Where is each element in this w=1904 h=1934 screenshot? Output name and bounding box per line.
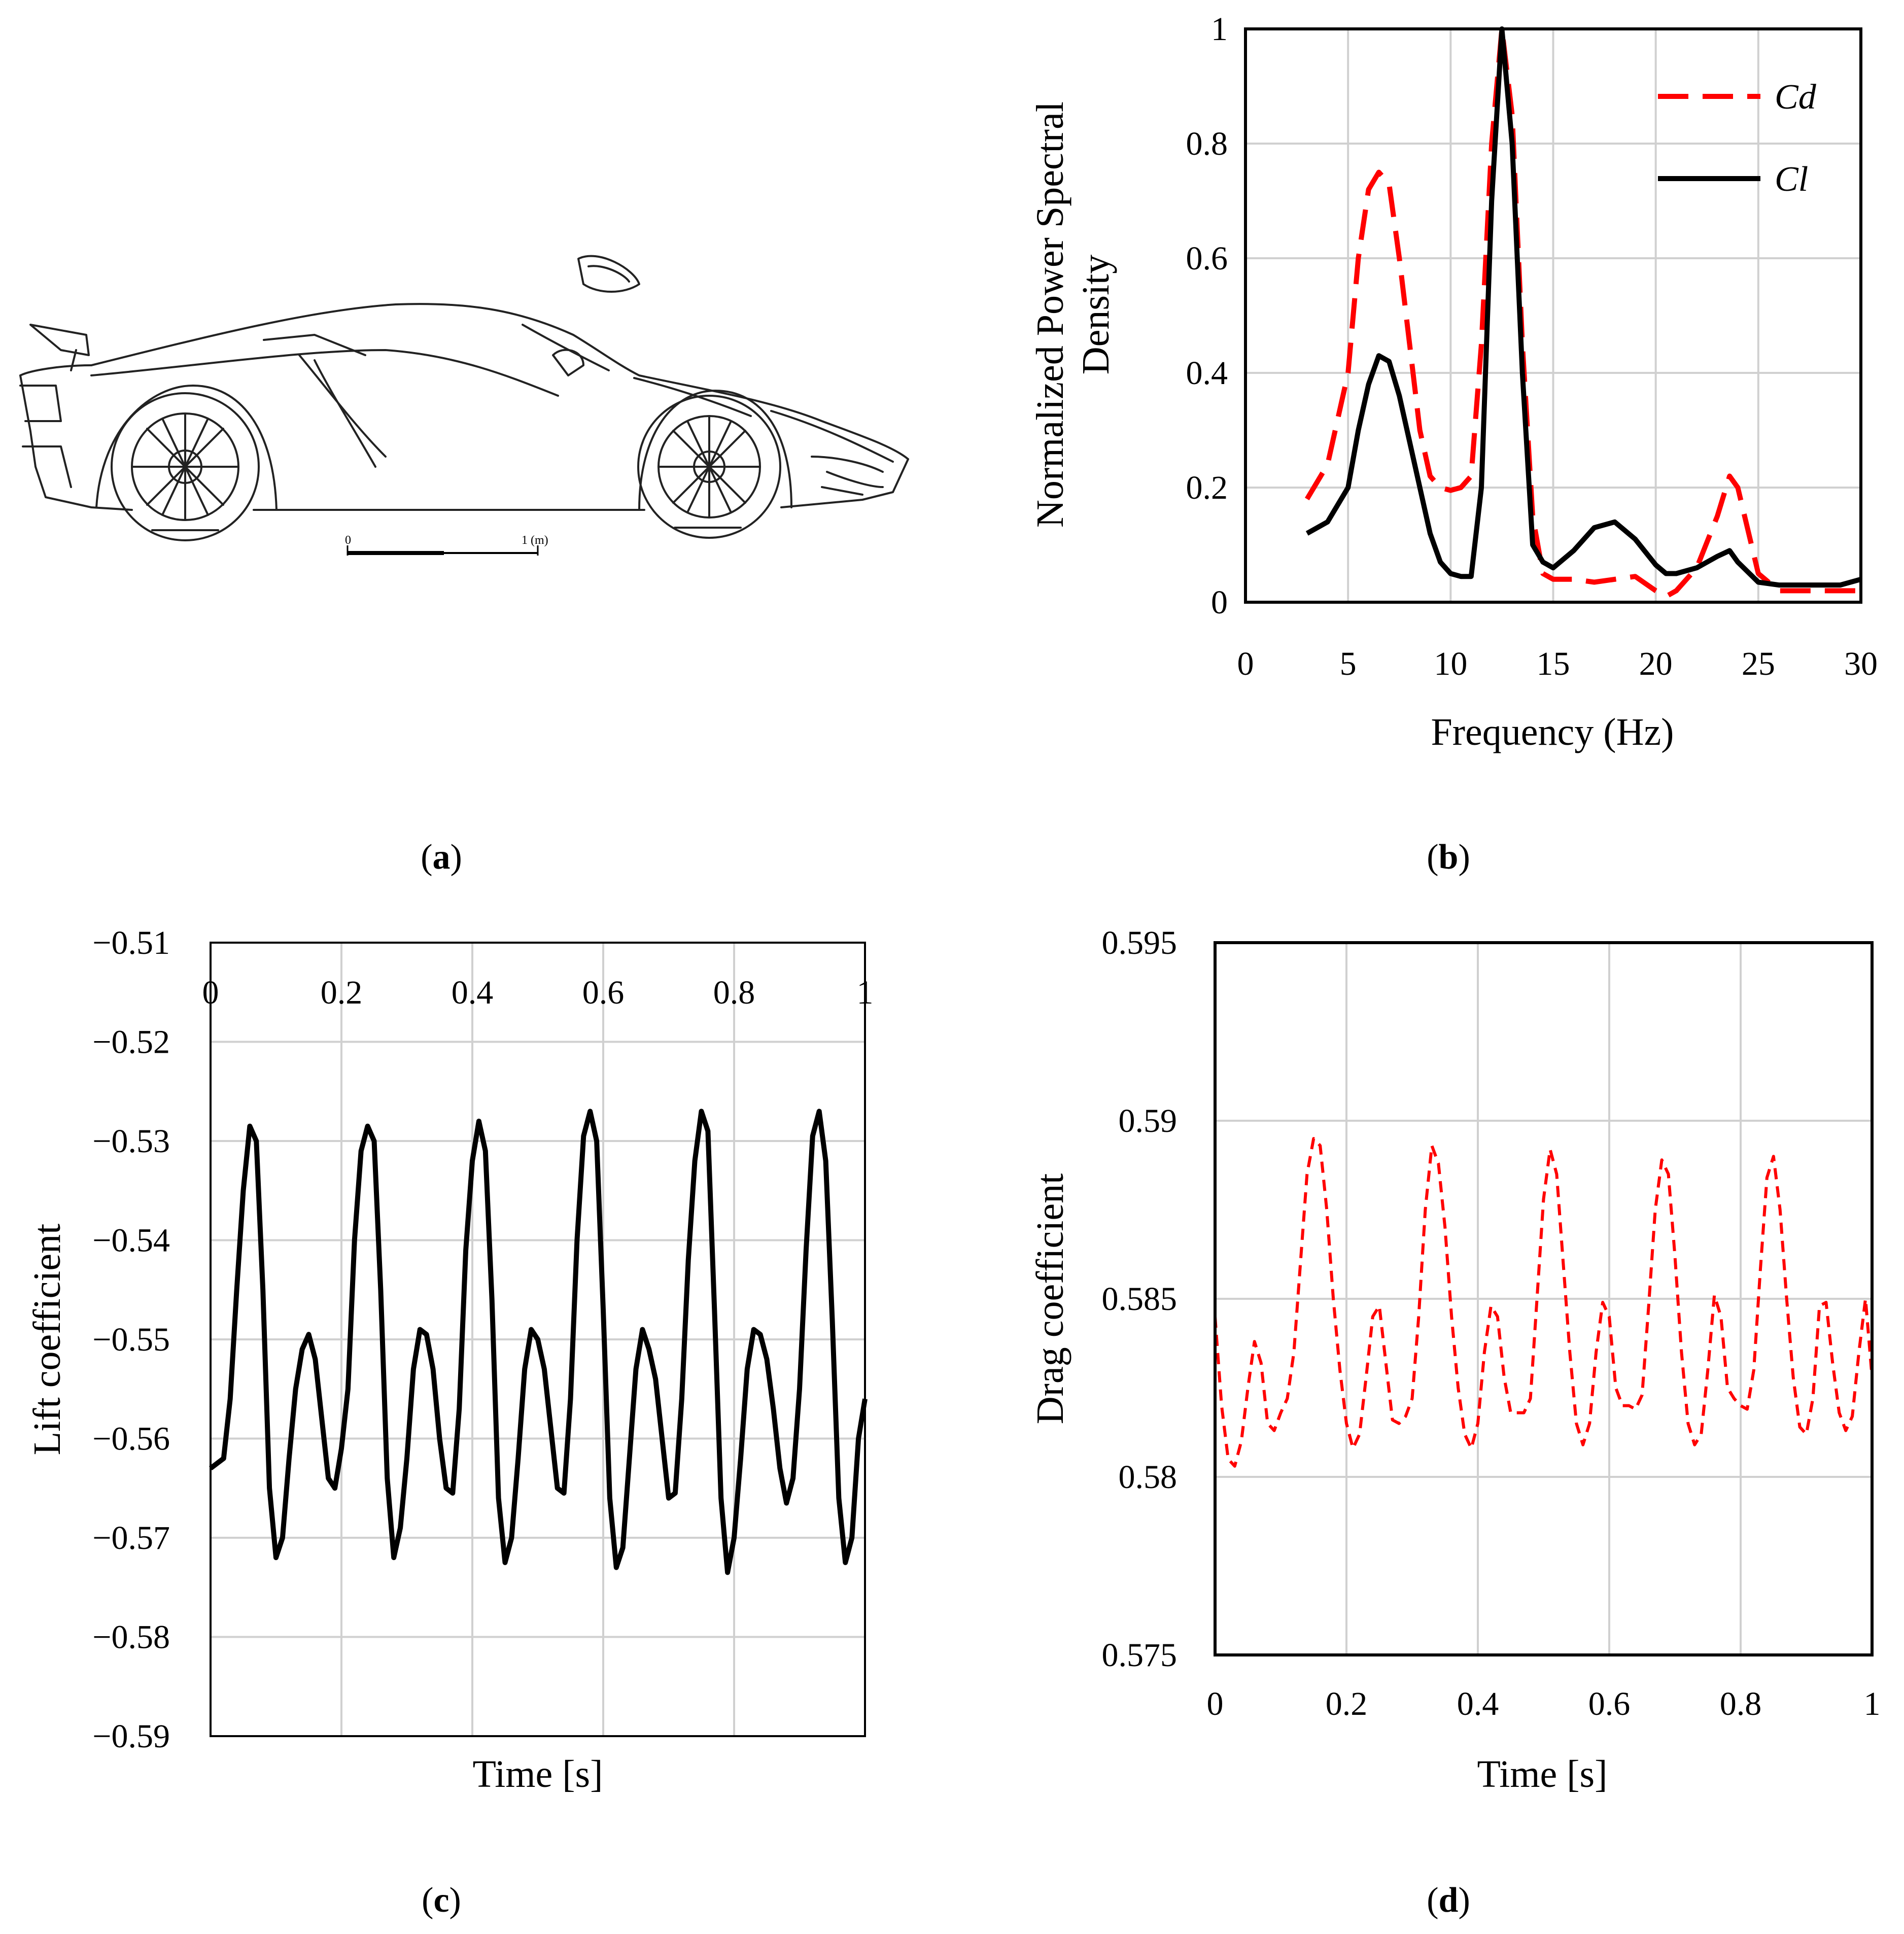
x-tick-label: 0.8 — [1720, 1685, 1762, 1722]
y-tick-label: 0.6 — [1186, 240, 1228, 277]
drag-xlabel: Time [s] — [1477, 1753, 1608, 1795]
legend-cd-label: Cd — [1775, 78, 1817, 117]
scale-end-label: 1 (m) — [522, 534, 548, 547]
c-series-cl-line — [209, 1109, 868, 1575]
y-tick-label: −0.58 — [92, 1619, 170, 1656]
y-tick-label: 0 — [1211, 584, 1228, 621]
y-tick-label: −0.59 — [92, 1718, 170, 1755]
psd-ylabel-line1: Normalized Power Spectral — [1029, 101, 1071, 528]
y-tick-label: 0.575 — [1102, 1637, 1178, 1674]
scale-start-label: 0 — [345, 534, 351, 547]
y-tick-label: −0.52 — [92, 1024, 170, 1061]
psd-plot-frame — [1244, 27, 1862, 604]
drag-ylabel: Drag coefficient — [1029, 1173, 1071, 1424]
x-tick-label: 0.6 — [582, 974, 625, 1011]
x-tick-label: 10 — [1434, 645, 1467, 682]
y-tick-label: 0.58 — [1119, 1459, 1178, 1496]
psd-chart: 0 0.2 0.4 0.6 0.8 1 0 5 10 15 20 25 30 Normalized P… — [1029, 11, 1878, 753]
x-tick-label: 0 — [1207, 1685, 1224, 1722]
y-tick-label: 1 — [1211, 11, 1228, 48]
scale-bar: 0 1 (m) — [345, 534, 548, 556]
y-tick-label: 0.59 — [1119, 1102, 1178, 1139]
drag-coefficient-chart: 0.575 0.58 0.585 0.59 0.595 0 0.2 0.4 0.6 0.8 1 D… — [1029, 924, 1881, 1795]
y-tick-label: −0.56 — [92, 1421, 170, 1458]
lift-xlabel: Time [s] — [473, 1753, 603, 1795]
x-tick-label: 5 — [1340, 645, 1357, 682]
x-tick-label: 0 — [1237, 645, 1254, 682]
x-tick-label: 20 — [1639, 645, 1673, 682]
x-tick-label: 0.2 — [1326, 1685, 1368, 1722]
psd-ylabel-line2: Density — [1075, 255, 1117, 374]
x-tick-label: 0.6 — [1588, 1685, 1631, 1722]
y-tick-label: 0.595 — [1102, 924, 1178, 961]
d-series-cd-line — [1214, 1137, 1874, 1468]
y-tick-label: 0.8 — [1186, 125, 1228, 162]
x-tick-label: 0.4 — [1457, 1685, 1499, 1722]
y-tick-label: −0.51 — [92, 924, 170, 961]
x-tick-label: 0 — [202, 974, 219, 1011]
drag-plot-frame — [1214, 941, 1874, 1656]
panel-label-b: (b) — [1427, 838, 1470, 877]
x-tick-label: 25 — [1742, 645, 1775, 682]
b-series-cd-line — [1305, 26, 1861, 599]
panel-label-a: (a) — [421, 838, 462, 877]
car-side-outline-drawing — [19, 255, 909, 541]
b-series-cl-line — [1305, 26, 1862, 588]
y-tick-label: −0.55 — [92, 1321, 170, 1358]
psd-xlabel: Frequency (Hz) — [1431, 711, 1674, 753]
y-tick-label: 0.585 — [1102, 1281, 1178, 1318]
x-tick-label: 30 — [1844, 645, 1878, 682]
x-tick-label: 15 — [1537, 645, 1570, 682]
y-tick-label: −0.57 — [92, 1519, 170, 1557]
x-tick-label: 1 — [857, 974, 874, 1011]
y-tick-label: −0.54 — [92, 1222, 170, 1259]
y-tick-label: 0.2 — [1186, 469, 1228, 506]
panel-label-d: (d) — [1427, 1881, 1470, 1920]
x-tick-label: 0.2 — [321, 974, 363, 1011]
lift-coefficient-chart: −0.59 −0.58 −0.57 −0.56 −0.55 −0.54 −0.53 −0.52… — [26, 924, 874, 1795]
psd-legend: Cd Cl — [1658, 78, 1817, 199]
x-tick-label: 0.8 — [713, 974, 755, 1011]
y-tick-label: 0.4 — [1186, 355, 1228, 392]
panel-label-c: (c) — [422, 1881, 461, 1920]
lift-plot-frame — [210, 942, 866, 1737]
x-tick-label: 0.4 — [452, 974, 494, 1011]
legend-cl-label: Cl — [1775, 160, 1808, 199]
x-tick-label: 1 — [1864, 1685, 1881, 1722]
y-tick-label: −0.53 — [92, 1123, 170, 1160]
lift-ylabel: Lift coefficient — [26, 1224, 68, 1455]
